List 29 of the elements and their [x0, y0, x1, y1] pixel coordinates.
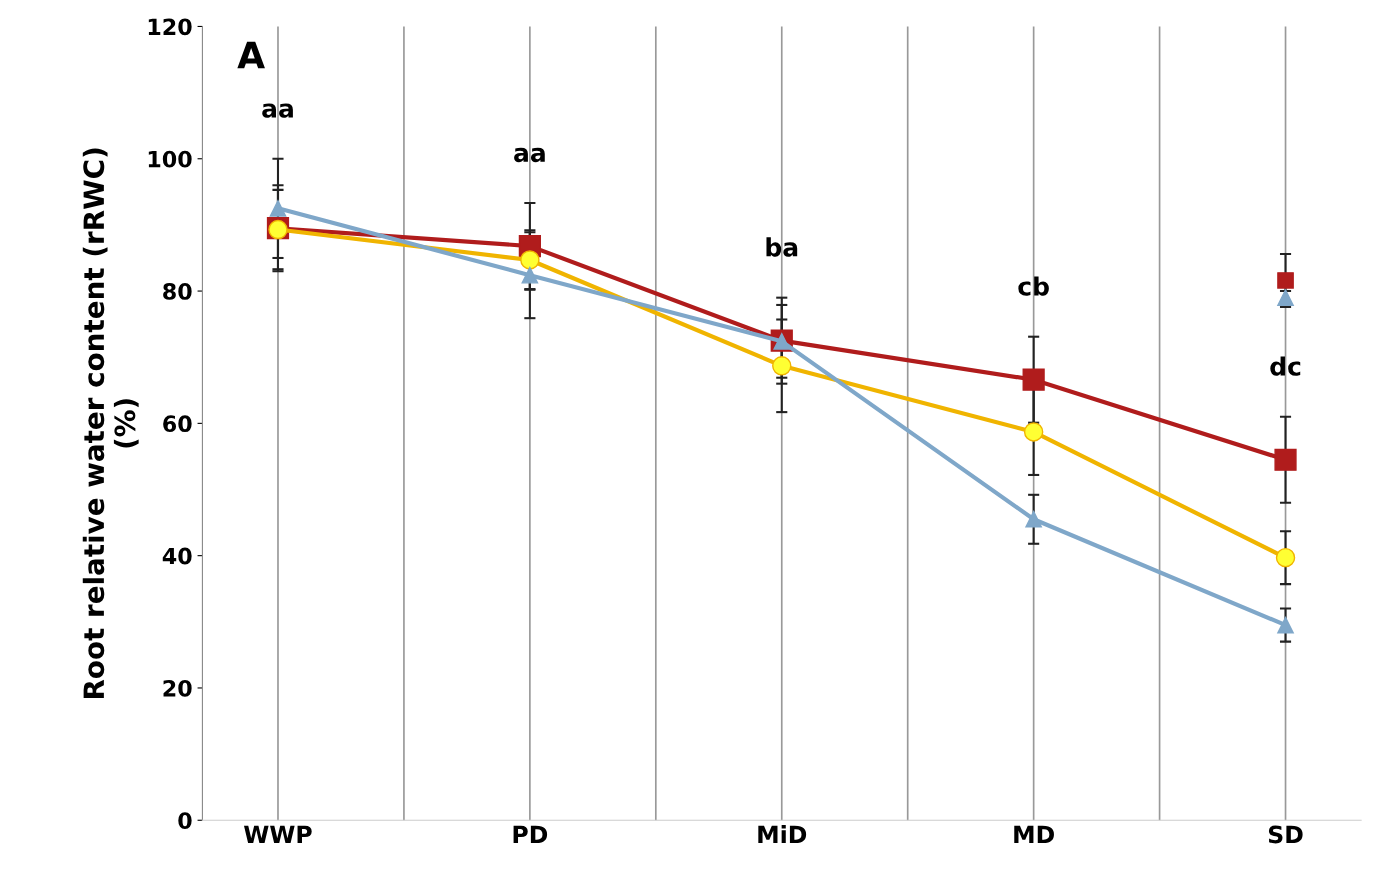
y-tick-label: 0	[178, 812, 192, 830]
y-tick-label: 80	[163, 283, 192, 300]
annotation: dc	[1270, 356, 1301, 376]
y-tick-label: 40	[162, 547, 192, 565]
x-tick-label: PD	[513, 825, 548, 844]
point	[1274, 448, 1297, 471]
point	[1277, 616, 1294, 634]
annotation: aa	[262, 103, 293, 118]
y-tick-label: 20	[163, 679, 192, 697]
annotation: A	[237, 41, 265, 69]
x-tick-label: WWP	[244, 825, 312, 844]
y-tick-label: 60	[163, 415, 192, 433]
point	[521, 266, 539, 284]
x-tick-label: MiD	[758, 825, 807, 844]
annotation: aa	[514, 147, 545, 163]
y-tick-label: 100	[148, 150, 192, 168]
y-tick-label: 120	[148, 18, 192, 36]
point	[269, 200, 287, 217]
point	[772, 356, 792, 376]
x-tick-label: SD	[1268, 825, 1303, 844]
x-tick-label: MD	[1014, 825, 1054, 844]
point	[1023, 422, 1044, 442]
y-axis-title: Root relative water content (rRWC) (%)	[82, 148, 139, 698]
point	[1022, 368, 1045, 391]
point	[520, 250, 540, 270]
annotation: ba	[766, 237, 798, 257]
point	[1275, 547, 1296, 568]
annotation: cb	[1018, 276, 1049, 296]
point	[1025, 510, 1042, 528]
